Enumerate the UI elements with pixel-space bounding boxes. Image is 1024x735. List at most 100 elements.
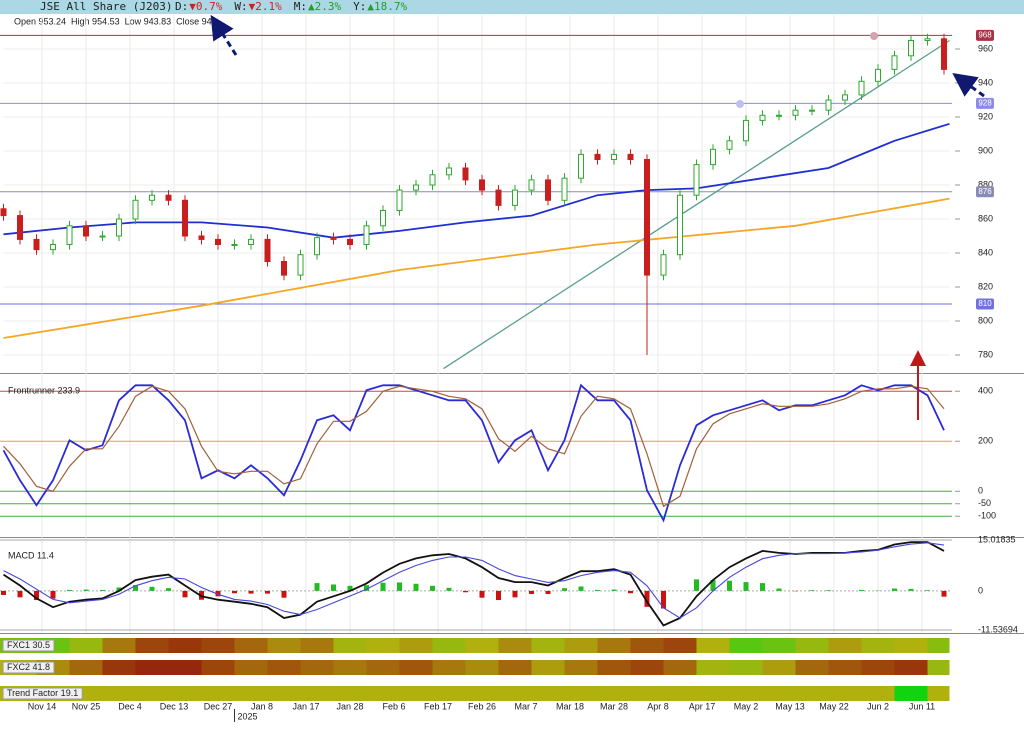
heat-cell	[894, 660, 928, 675]
candle-body	[545, 179, 551, 201]
histogram-bar	[166, 588, 171, 591]
heat-cell	[762, 686, 796, 701]
candle-body	[743, 119, 749, 142]
heat-cell	[663, 686, 697, 701]
candle-body	[198, 235, 205, 240]
change-value: ▲2.3%	[308, 0, 341, 13]
y-tick-label: 15.01835	[978, 534, 1016, 544]
x-tick-label: May 13	[775, 701, 805, 711]
heat-cell	[762, 660, 796, 675]
y-tick-label: 920	[978, 111, 993, 121]
histogram-bar	[776, 588, 782, 591]
trendline	[443, 39, 950, 370]
heat-cell	[762, 638, 796, 653]
candle-body	[17, 215, 23, 240]
histogram-bar	[331, 584, 336, 591]
heat-cell	[135, 686, 169, 701]
change-label: D:	[175, 0, 188, 13]
histogram-bar	[265, 590, 270, 594]
candle-body	[512, 189, 518, 206]
histogram-bar	[463, 590, 468, 593]
candle-body	[941, 38, 947, 70]
heat-cell	[828, 686, 862, 701]
x-tick-label: Jan 8	[251, 701, 273, 711]
candle-body	[446, 167, 452, 176]
candle-body	[33, 238, 40, 251]
candle-body	[809, 109, 815, 112]
heat-cell	[267, 638, 301, 653]
panel-title: MACD 11.4	[8, 550, 54, 560]
annotation-arrow	[210, 14, 238, 56]
x-tick-label: Jun 2	[867, 701, 889, 711]
x-tick-label: Feb 26	[468, 701, 496, 711]
histogram-bar	[413, 583, 419, 591]
candle-body	[396, 189, 403, 212]
histogram-bar	[100, 589, 105, 591]
ohlc-value: High 954.53	[71, 16, 120, 26]
histogram-bar	[578, 586, 584, 591]
histogram-bar	[562, 588, 567, 591]
heat-cell	[201, 660, 235, 675]
heat-cell	[894, 638, 928, 653]
heat-cell	[366, 638, 400, 653]
candle-body	[297, 254, 304, 276]
histogram-bar	[215, 590, 221, 597]
x-tick-label: Mar 7	[514, 701, 537, 711]
histogram-bar	[611, 589, 617, 591]
y-tick-label: -11.53694	[978, 624, 1018, 634]
heat-cell	[531, 638, 565, 653]
heat-cell	[861, 638, 895, 653]
y-tick-label: 0	[978, 486, 983, 496]
y-tick-label: -50	[978, 498, 991, 508]
candle-body	[792, 109, 799, 116]
histogram-bar	[661, 590, 666, 609]
candle-body	[825, 99, 832, 111]
y-tick-label: 840	[978, 247, 993, 257]
y-tick-label: 820	[978, 281, 993, 291]
candle-body	[380, 210, 386, 227]
histogram-bar	[67, 589, 72, 591]
histogram-bar	[941, 590, 947, 597]
heat-cell	[861, 660, 895, 675]
heat-cell	[300, 660, 334, 675]
candle-body	[83, 225, 89, 237]
histogram-bar	[1, 590, 6, 595]
x-tick-label: Feb 6	[382, 701, 405, 711]
histogram-bar	[595, 589, 600, 591]
heat-cell	[102, 686, 136, 701]
heat-cell	[432, 660, 466, 675]
level-box	[976, 97, 994, 109]
candle-body	[479, 179, 485, 191]
level-label: 810	[978, 299, 992, 308]
heat-cell	[168, 686, 202, 701]
plot-area: Nov 14 Nov 25 Dec 4 Dec 13 Dec 27 Jan 8 Jan 17…	[0, 15, 1018, 722]
panel-title: Frontrunner 233.9	[8, 385, 80, 395]
level-anchor	[736, 100, 744, 108]
candle-body	[363, 225, 370, 246]
heat-cell	[300, 686, 334, 701]
candle-body	[660, 254, 667, 276]
heat-cell	[927, 638, 950, 653]
heat-cell	[861, 686, 895, 701]
change-label: W:	[234, 0, 247, 13]
heat-cell	[399, 660, 433, 675]
level-box	[976, 298, 994, 310]
candle-body	[726, 140, 733, 150]
level-box	[976, 29, 994, 41]
histogram-bar	[710, 580, 716, 591]
change-label: Y:	[353, 0, 366, 13]
histogram-bar	[116, 587, 122, 591]
level-anchor	[870, 32, 878, 40]
heat-cell	[597, 660, 631, 675]
heat-cell	[465, 660, 499, 675]
macd-line	[3, 542, 945, 619]
heat-cell	[663, 638, 697, 653]
x-tick-label: May 22	[819, 701, 849, 711]
histogram-bar	[743, 582, 749, 591]
macd-line	[3, 541, 945, 627]
histogram-bar	[364, 585, 369, 591]
histogram-bar	[446, 587, 452, 591]
moving-average	[3, 197, 950, 339]
